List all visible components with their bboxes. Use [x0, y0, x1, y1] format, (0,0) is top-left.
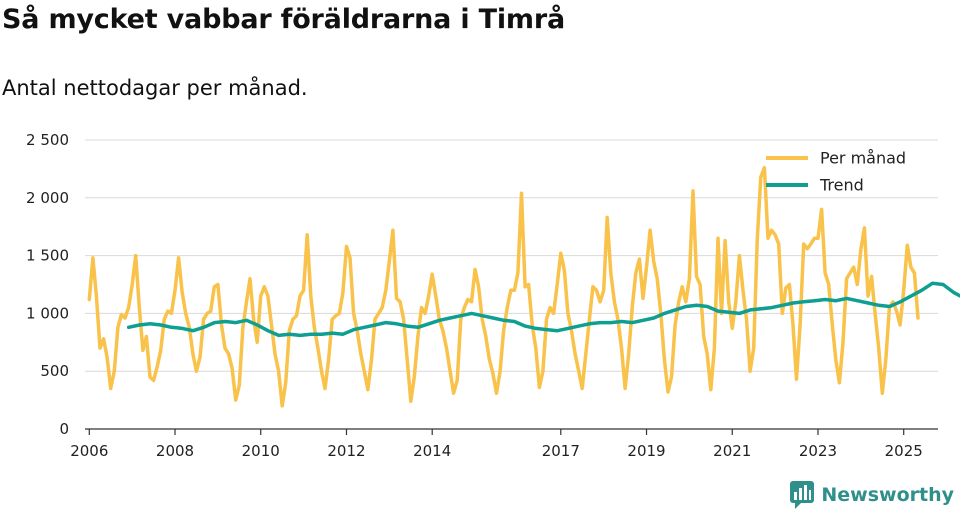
x-axis: 2006 2008 2010 2012 2014 2017 2019 2021 2023 2025: [70, 428, 938, 460]
y-axis-tick-labels: 0 500 1 000 1 500 2 000 2 500: [26, 131, 69, 438]
y-tick-label-1500: 1 500: [26, 247, 69, 265]
trend-series-line: [126, 281, 960, 338]
legend-trend-label: Trend: [819, 176, 864, 195]
x-tick-label-2006: 2006: [70, 442, 108, 460]
monthly-series-line: [87, 165, 920, 408]
x-tick-label-2012: 2012: [327, 442, 365, 460]
legend-monthly-label: Per månad: [820, 149, 906, 168]
x-tick-label-2017: 2017: [542, 442, 580, 460]
gridlines: [85, 139, 938, 372]
x-tick-label-2023: 2023: [799, 442, 837, 460]
y-tick-label-2000: 2 000: [26, 189, 69, 207]
y-tick-label-0: 0: [59, 420, 69, 438]
y-tick-label-2500: 2 500: [26, 131, 69, 149]
chart-title: Så mycket vabbar föräldrarna i Timrå: [2, 4, 565, 35]
newsworthy-logo-icon: [790, 481, 815, 509]
series-lines: [87, 165, 960, 408]
x-tick-label-2019: 2019: [627, 442, 665, 460]
x-tick-label-2010: 2010: [242, 442, 280, 460]
newsworthy-logo: Newsworthy: [789, 480, 954, 510]
brand-name: Newsworthy: [821, 484, 954, 506]
x-tick-label-2008: 2008: [156, 442, 194, 460]
y-tick-label-1000: 1 000: [26, 304, 69, 322]
legend: Per månad Trend: [766, 149, 906, 195]
y-tick-label-500: 500: [40, 362, 69, 380]
x-tick-label-2014: 2014: [413, 442, 451, 460]
x-tick-label-2021: 2021: [713, 442, 751, 460]
chart-subtitle: Antal nettodagar per månad.: [2, 76, 308, 100]
x-tick-label-2025: 2025: [885, 442, 923, 460]
